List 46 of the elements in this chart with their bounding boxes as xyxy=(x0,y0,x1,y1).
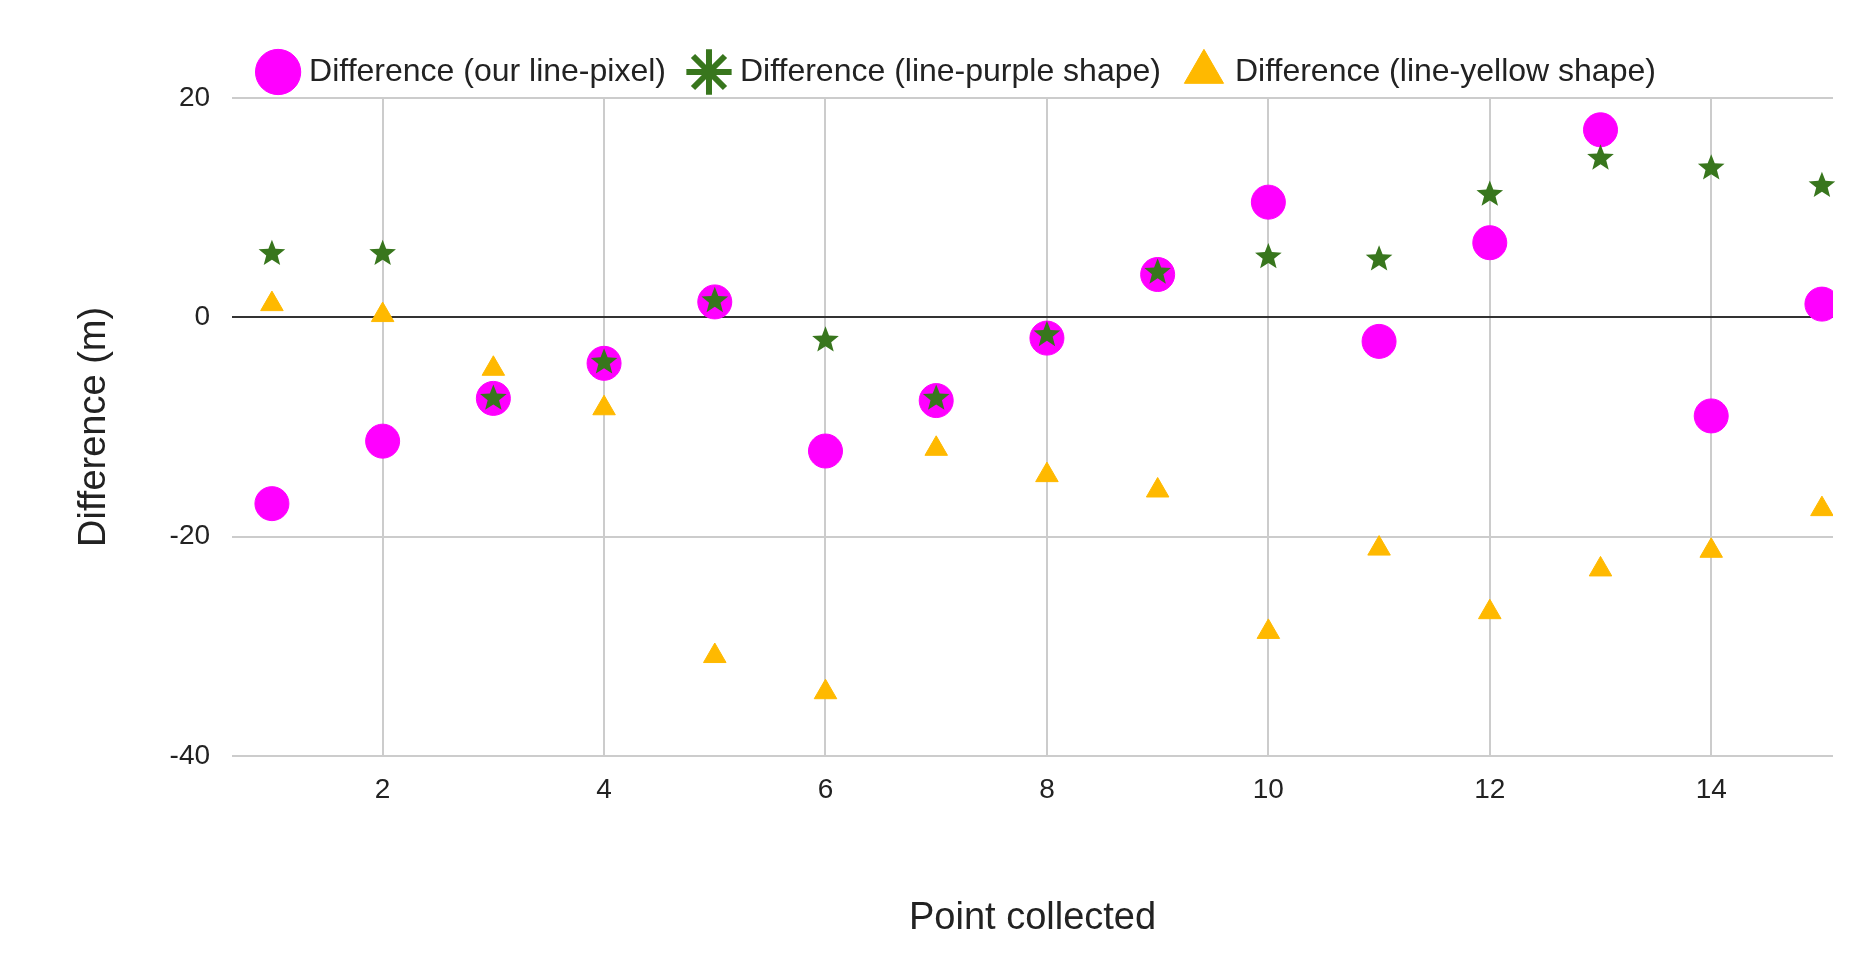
point xyxy=(703,642,727,664)
legend-label: Difference (line-purple shape) xyxy=(739,51,1161,88)
x-tick-label: 14 xyxy=(1695,773,1727,805)
point xyxy=(1693,398,1729,434)
x-tick-label: 4 xyxy=(596,773,612,805)
point xyxy=(1472,225,1508,261)
point xyxy=(365,423,401,459)
point xyxy=(1361,323,1397,359)
point xyxy=(1588,555,1613,577)
legend-label: Difference (our line-pixel) xyxy=(309,51,666,88)
y-tick-label: -20 xyxy=(169,519,211,551)
x-tick-label: 10 xyxy=(1252,773,1284,805)
point xyxy=(369,239,396,266)
point xyxy=(1699,537,1723,558)
y-tick-label: 0 xyxy=(194,299,211,331)
y-tick-label: -40 xyxy=(169,738,211,770)
point xyxy=(1256,618,1281,639)
x-tick-label: 6 xyxy=(817,773,834,805)
point xyxy=(1810,495,1833,517)
point xyxy=(481,355,506,376)
point xyxy=(1250,184,1286,220)
x-tick-label: 8 xyxy=(1039,773,1055,805)
x-axis-title: Point collected xyxy=(908,894,1157,937)
point xyxy=(1367,535,1391,556)
x-tick-label: 2 xyxy=(374,773,391,805)
point xyxy=(1365,245,1393,271)
point xyxy=(258,239,286,266)
y-axis-title: Difference (m) xyxy=(71,306,114,547)
point xyxy=(1255,242,1282,269)
legend-label: Difference (line-yellow shape) xyxy=(1234,51,1656,88)
point xyxy=(1145,476,1170,498)
point xyxy=(813,678,838,700)
point xyxy=(924,435,948,456)
point xyxy=(1697,154,1725,180)
point xyxy=(592,394,616,416)
point xyxy=(1587,144,1614,170)
point xyxy=(1808,171,1836,198)
point xyxy=(1478,598,1502,620)
point xyxy=(812,326,839,352)
point xyxy=(370,301,395,323)
point xyxy=(1035,461,1059,483)
x-tick-label: 12 xyxy=(1474,773,1506,805)
y-tick-label: 20 xyxy=(178,80,211,112)
point xyxy=(1476,180,1504,206)
point xyxy=(260,290,284,312)
point xyxy=(1583,112,1618,148)
